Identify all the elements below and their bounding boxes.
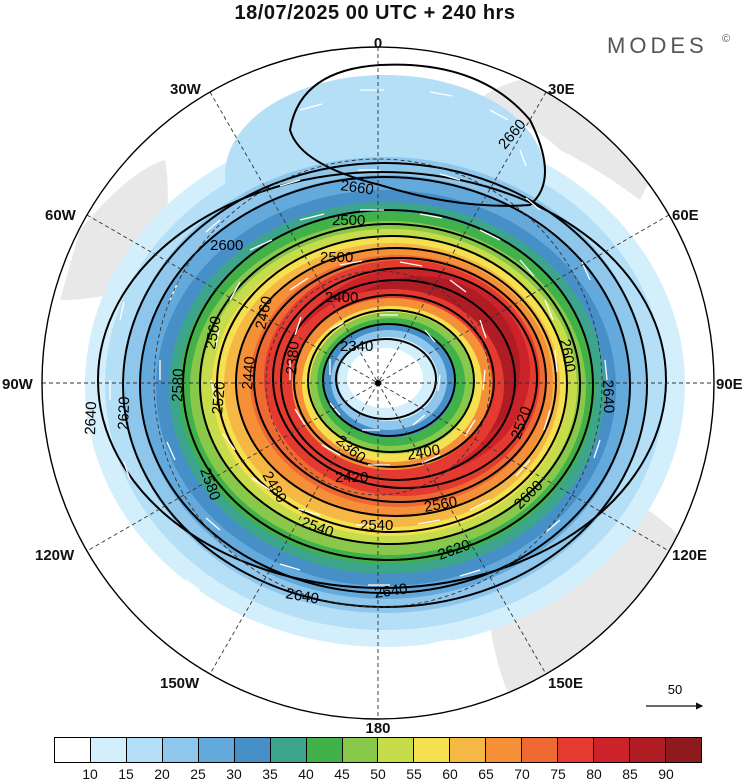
copyright-icon: © bbox=[722, 33, 731, 45]
contour-label: 2400 bbox=[325, 289, 358, 306]
colorbar-label: 35 bbox=[262, 766, 278, 782]
lon-label-180: 180 bbox=[365, 720, 390, 737]
colorbar-swatch bbox=[342, 738, 379, 762]
contour-label: 2600 bbox=[556, 338, 579, 374]
colorbar-swatch bbox=[162, 738, 199, 762]
contour-label: 2640 bbox=[284, 585, 320, 608]
colorbar-label: 85 bbox=[622, 766, 638, 782]
contour-label: 2340 bbox=[340, 338, 373, 355]
colorbar-swatch bbox=[522, 738, 559, 762]
colorbar-swatch bbox=[378, 738, 415, 762]
wind-speed-shading bbox=[42, 47, 714, 719]
contour-label: 2460 bbox=[252, 295, 276, 331]
lon-label-90e: 90E bbox=[716, 376, 743, 393]
colorbar-swatch bbox=[55, 738, 91, 762]
colorbar-swatch bbox=[450, 738, 487, 762]
colorbar bbox=[54, 737, 702, 763]
colorbar-swatch bbox=[414, 738, 451, 762]
colorbar-swatch bbox=[198, 738, 235, 762]
colorbar-label: 15 bbox=[118, 766, 134, 782]
contour-label: 2620 bbox=[115, 396, 133, 430]
colorbar-label: 20 bbox=[154, 766, 170, 782]
colorbar-label: 75 bbox=[550, 766, 566, 782]
colorbar-label: 70 bbox=[514, 766, 530, 782]
contour-label: 2500 bbox=[332, 212, 365, 229]
contour-label: 2640 bbox=[599, 380, 617, 414]
colorbar-label: 10 bbox=[82, 766, 98, 782]
colorbar-label: 50 bbox=[370, 766, 386, 782]
colorbar-label: 25 bbox=[190, 766, 206, 782]
contour-label: 2540 bbox=[360, 517, 393, 534]
lon-label-150e: 150E bbox=[548, 675, 583, 692]
colorbar-swatch bbox=[486, 738, 523, 762]
colorbar-swatch bbox=[594, 738, 630, 762]
colorbar-label: 80 bbox=[586, 766, 602, 782]
contour-label: 2380 bbox=[283, 341, 303, 376]
lon-label-120e: 120E bbox=[672, 547, 707, 564]
contour-label: 2560 bbox=[202, 315, 225, 351]
contour-label: 2560 bbox=[423, 493, 459, 516]
lon-label-60w: 60W bbox=[45, 207, 77, 224]
geopotential-contours bbox=[97, 63, 667, 608]
colorbar-label: 45 bbox=[334, 766, 350, 782]
lon-label-120w: 120W bbox=[35, 547, 75, 564]
contour-label: 2440 bbox=[239, 356, 259, 391]
colorbar-swatch bbox=[558, 738, 595, 762]
brand-logo-text: MODES bbox=[607, 33, 708, 58]
lon-label-30e: 30E bbox=[548, 81, 575, 98]
colorbar-label: 65 bbox=[478, 766, 494, 782]
lon-label-30w: 30W bbox=[170, 81, 202, 98]
contour-label: 2640 bbox=[373, 580, 408, 601]
contour-label: 2400 bbox=[406, 441, 442, 464]
colorbar-swatch bbox=[665, 738, 701, 762]
contour-label: 2420 bbox=[335, 469, 368, 486]
africa-land bbox=[460, 80, 660, 200]
contour-label: 2660 bbox=[339, 177, 374, 198]
colorbar-label: 30 bbox=[226, 766, 242, 782]
lon-label-150w: 150W bbox=[160, 675, 200, 692]
colorbar-label: 90 bbox=[658, 766, 674, 782]
lon-label-0: 0 bbox=[374, 35, 382, 52]
map-border bbox=[41, 46, 715, 720]
contour-label: 2640 bbox=[82, 401, 100, 435]
contour-label: 2600 bbox=[210, 237, 243, 254]
colorbar-swatch bbox=[126, 738, 163, 762]
reference-vector-label: 50 bbox=[668, 682, 682, 697]
map-title: 18/07/2025 00 UTC + 240 hrs bbox=[234, 2, 516, 24]
contour-label: 2580 bbox=[169, 368, 187, 402]
colorbar-swatch bbox=[270, 738, 307, 762]
colorbar-label: 40 bbox=[298, 766, 314, 782]
colorbar-swatch bbox=[630, 738, 666, 762]
contour-label: 2500 bbox=[320, 249, 353, 266]
lon-label-60e: 60E bbox=[672, 207, 699, 224]
contour-label: 2520 bbox=[209, 381, 229, 416]
colorbar-label: 60 bbox=[442, 766, 458, 782]
colorbar-swatch bbox=[90, 738, 127, 762]
colorbar-swatch bbox=[306, 738, 343, 762]
colorbar-label: 55 bbox=[406, 766, 422, 782]
colorbar-swatch bbox=[234, 738, 271, 762]
lon-label-90w: 90W bbox=[2, 376, 34, 393]
